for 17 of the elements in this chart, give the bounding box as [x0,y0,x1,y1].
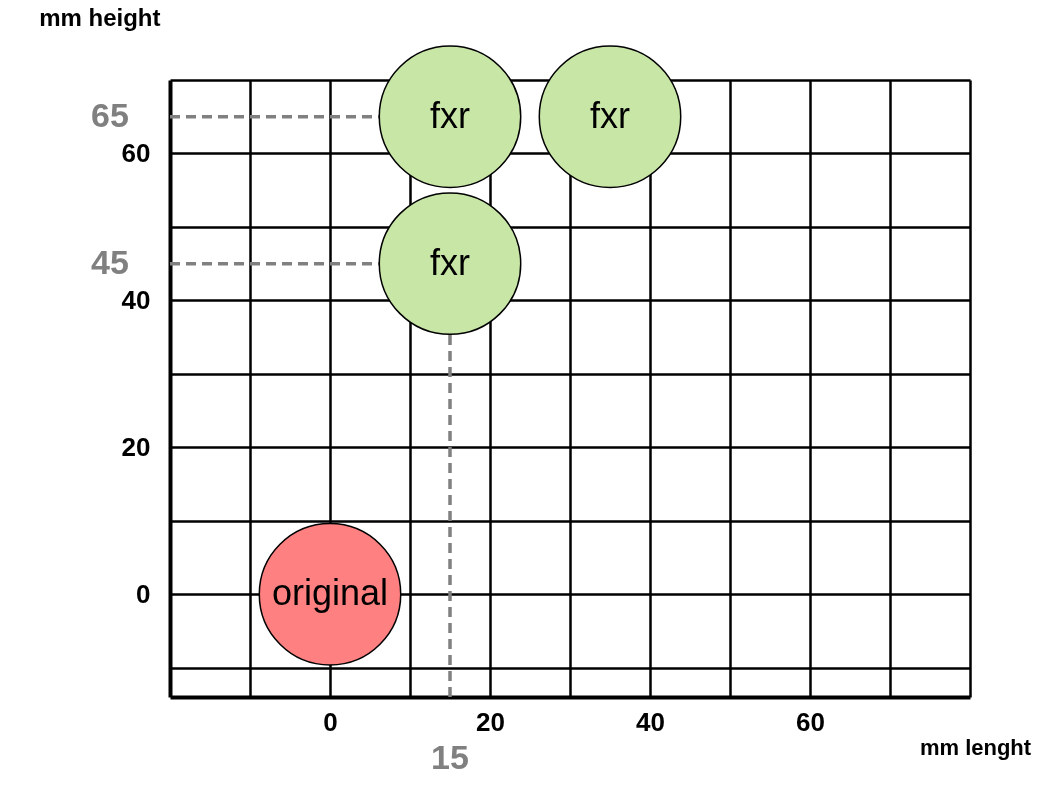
x-tick-label: 20 [476,706,505,737]
y-axis-title: mm height [39,3,161,31]
annotation: fxr [430,94,470,136]
y-tick-label: 60 [121,137,151,168]
x-tick-label: 0 [323,706,338,737]
annotation: fxr [590,94,630,136]
ref-line-label: 45 [91,242,129,281]
ref-line-label: 15 [431,738,469,776]
annotation: original [271,572,389,614]
x-tick-label: 60 [796,706,825,737]
x-axis-title: mm lenght [919,734,1032,760]
y-tick-label: 0 [136,578,151,609]
ref-line-label: 65 [91,95,129,134]
x-tick-label: 40 [636,706,665,737]
y-tick-label: 20 [121,431,151,462]
y-tick-label: 40 [121,284,151,315]
annotation: fxr [430,241,470,283]
